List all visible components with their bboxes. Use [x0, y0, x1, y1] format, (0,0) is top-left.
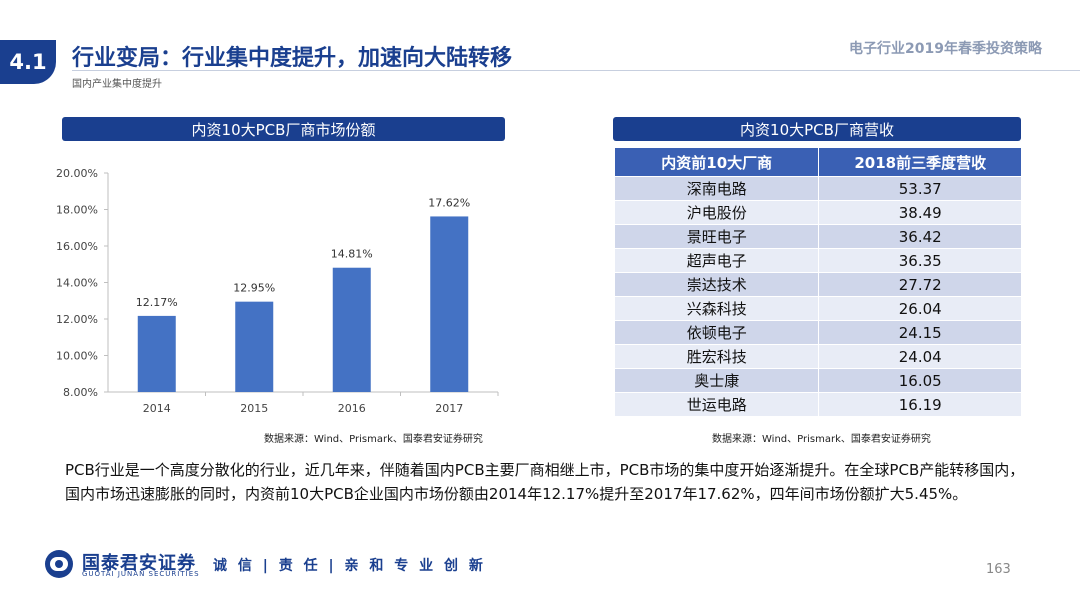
y-tick-label: 16.00%: [56, 240, 98, 253]
y-tick-label: 12.00%: [56, 313, 98, 326]
revenue-cell: 36.35: [818, 248, 1022, 273]
company-name: 国泰君安证券: [82, 553, 196, 574]
company-name-cell: 兴森科技: [613, 296, 820, 321]
table-panel-heading: 内资10大PCB厂商营收: [613, 117, 1021, 141]
table-row: 依顿电子 24.15: [613, 320, 1022, 345]
company-name-cell: 崇达技术: [613, 272, 820, 297]
market-share-bar-chart: 8.00% 10.00% 12.00% 14.00% 16.00% 18.00% 20.00…: [56, 167, 499, 415]
company-name-cell: 世运电路: [613, 392, 820, 417]
y-tick-label: 10.00%: [56, 350, 98, 363]
column-header-company: 内资前10大厂商: [613, 147, 820, 177]
page-number: 163: [986, 562, 1011, 577]
table-row: 兴森科技 26.04: [613, 296, 1022, 321]
revenue-cell: 27.72: [818, 272, 1022, 297]
table-row: 深南电路 53.37: [613, 176, 1022, 201]
company-name-cell: 依顿电子: [613, 320, 820, 345]
x-tick-label: 2017: [435, 402, 463, 415]
y-tick-label: 18.00%: [56, 204, 98, 217]
y-tick-label: 8.00%: [63, 386, 98, 399]
table-row: 崇达技术 27.72: [613, 272, 1022, 297]
table-row: 胜宏科技 24.04: [613, 344, 1022, 369]
page-title: 行业变局：行业集中度提升，加速向大陆转移: [72, 46, 513, 71]
revenue-cell: 38.49: [818, 200, 1022, 225]
page-subtitle: 国内产业集中度提升: [72, 79, 162, 90]
bar-value-label: 17.62%: [428, 196, 470, 209]
column-header-revenue: 2018前三季度营收: [818, 147, 1022, 177]
revenue-cell: 16.19: [818, 392, 1022, 417]
revenue-cell: 24.04: [818, 344, 1022, 369]
table-row: 沪电股份 38.49: [613, 200, 1022, 225]
bar-value-label: 14.81%: [331, 248, 373, 261]
bar: [137, 315, 176, 392]
body-paragraph: PCB行业是一个高度分散化的行业，近几年来，伴随着国内PCB主要厂商相继上市，P…: [65, 461, 1025, 503]
company-name-cell: 深南电路: [613, 176, 820, 201]
revenue-cell: 16.05: [818, 368, 1022, 393]
table-row: 景旺电子 36.42: [613, 224, 1022, 249]
chart-source-note: 数据来源：Wind、Prismark、国泰君安证券研究: [264, 434, 483, 445]
report-title: 电子行业2019年春季投资策略: [849, 41, 1042, 57]
revenue-cell: 24.15: [818, 320, 1022, 345]
bar: [430, 216, 469, 392]
header-divider: [72, 70, 1080, 71]
bar-value-label: 12.17%: [136, 296, 178, 309]
company-name-cell: 奥士康: [613, 368, 820, 393]
company-english-name: GUOTAI JUNAN SECURITIES: [82, 570, 200, 578]
company-slogan: 诚 信 | 责 任 | 亲 和 专 业 创 新: [213, 558, 486, 574]
chart-panel-heading: 内资10大PCB厂商市场份额: [62, 117, 505, 141]
company-name-cell: 景旺电子: [613, 224, 820, 249]
revenue-table: 内资前10大厂商 2018前三季度营收 深南电路 53.37 沪电股份 38.49 景旺…: [613, 147, 1022, 417]
bar: [235, 301, 274, 392]
y-tick-label: 14.00%: [56, 277, 98, 290]
x-tick-label: 2016: [338, 402, 366, 415]
company-name-cell: 超声电子: [613, 248, 820, 273]
table-source-note: 数据来源：Wind、Prismark、国泰君安证券研究: [712, 434, 931, 445]
table-header-row: 内资前10大厂商 2018前三季度营收: [613, 147, 1022, 177]
bar: [332, 267, 371, 392]
company-name-cell: 沪电股份: [613, 200, 820, 225]
revenue-cell: 26.04: [818, 296, 1022, 321]
bar-value-label: 12.95%: [233, 282, 275, 295]
table-row: 超声电子 36.35: [613, 248, 1022, 273]
company-name-cell: 胜宏科技: [613, 344, 820, 369]
table-row: 世运电路 16.19: [613, 392, 1022, 417]
company-logo-icon: [45, 550, 73, 578]
revenue-cell: 36.42: [818, 224, 1022, 249]
section-number-badge: 4.1: [0, 40, 56, 84]
table-row: 奥士康 16.05: [613, 368, 1022, 393]
y-tick-label: 20.00%: [56, 167, 98, 180]
x-tick-label: 2015: [240, 402, 268, 415]
x-tick-label: 2014: [143, 402, 171, 415]
revenue-cell: 53.37: [818, 176, 1022, 201]
